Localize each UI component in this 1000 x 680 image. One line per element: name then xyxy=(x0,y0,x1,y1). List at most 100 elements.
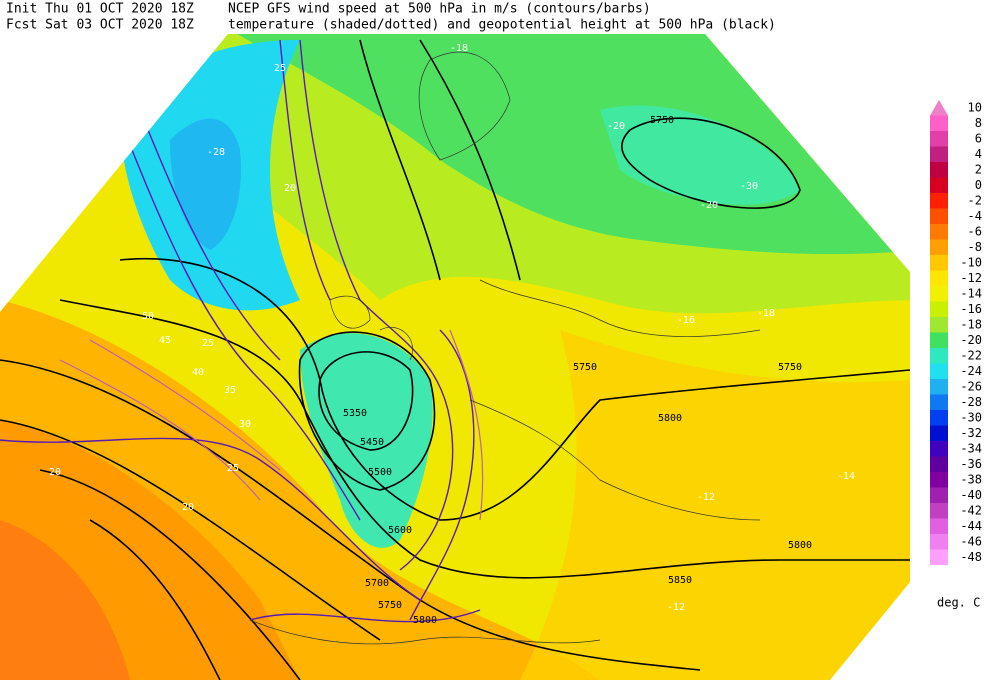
colorbar-label: -18 xyxy=(960,317,982,331)
temperature-label: -16 xyxy=(677,315,695,326)
colorbar-label: -6 xyxy=(968,224,982,238)
colorbar-label: -38 xyxy=(960,472,982,486)
map-field xyxy=(0,34,910,680)
colorbar-swatch xyxy=(930,131,948,147)
temperature-label: -28 xyxy=(207,147,225,158)
height-label: 5750 xyxy=(778,362,802,373)
colorbar-swatch xyxy=(930,255,948,271)
height-label: 5800 xyxy=(413,615,437,626)
colorbar-swatch xyxy=(930,534,948,550)
height-label: 5750 xyxy=(573,362,597,373)
colorbar-swatch xyxy=(930,549,948,565)
colorbar-label: -20 xyxy=(960,333,982,347)
colorbar-swatch xyxy=(930,224,948,240)
colorbar-swatch xyxy=(930,472,948,488)
colorbar-swatch xyxy=(930,286,948,302)
map-labels: 5750 5750 5750 5800 5800 5850 5350 5450 … xyxy=(49,43,855,626)
colorbar-label: 8 xyxy=(975,116,982,130)
forecast-time: Fcst Sat 03 OCT 2020 18Z xyxy=(6,18,194,33)
colorbar-swatch xyxy=(930,115,948,131)
colorbar-label: 10 xyxy=(968,100,982,114)
colorbar-swatch xyxy=(930,394,948,410)
temperature-label: -20 xyxy=(607,121,625,132)
colorbar-label: -48 xyxy=(960,550,982,564)
temperature-label: -12 xyxy=(667,602,685,613)
height-label: 5500 xyxy=(368,467,392,478)
colorbar-label: -14 xyxy=(960,286,982,300)
colorbar-label: 2 xyxy=(975,162,982,176)
height-label: 5750 xyxy=(650,115,674,126)
colorbar-label: -46 xyxy=(960,534,982,548)
colorbar-swatch xyxy=(930,162,948,178)
colorbar-swatch xyxy=(930,379,948,395)
colorbar-swatch xyxy=(930,177,948,193)
temperature-label: -12 xyxy=(697,492,715,503)
temperature-label: -14 xyxy=(837,471,855,482)
colorbar-swatch xyxy=(930,332,948,348)
colorbar-label: -40 xyxy=(960,488,982,502)
colorbar-swatch xyxy=(930,146,948,162)
speed-label: 35 xyxy=(224,385,236,396)
temperature-label: -18 xyxy=(757,308,775,319)
colorbar-label: -24 xyxy=(960,364,982,378)
colorbar-label: -12 xyxy=(960,271,982,285)
colorbar-label: -2 xyxy=(968,193,982,207)
height-label: 5800 xyxy=(658,413,682,424)
speed-label: 20 xyxy=(49,467,61,478)
colorbar-swatch xyxy=(930,503,948,519)
init-time: Init Thu 01 OCT 2020 18Z xyxy=(6,2,194,17)
height-label: 5750 xyxy=(378,600,402,611)
colorbar-label: -16 xyxy=(960,302,982,316)
colorbar-swatch xyxy=(930,239,948,255)
speed-label: 25 xyxy=(227,463,239,474)
colorbar-swatch xyxy=(930,518,948,534)
speed-label: 25 xyxy=(274,63,286,74)
title-line-1: NCEP GFS wind speed at 500 hPa in m/s (c… xyxy=(228,2,651,17)
height-label: 5350 xyxy=(343,408,367,419)
colorbar-label: -10 xyxy=(960,255,982,269)
colorbar-label: -30 xyxy=(960,410,982,424)
height-label: 5700 xyxy=(365,578,389,589)
speed-label: 20 xyxy=(182,502,194,513)
colorbar-swatch xyxy=(930,456,948,472)
speed-label: 45 xyxy=(159,335,171,346)
speed-label: 30 xyxy=(239,419,251,430)
temperature-label: -18 xyxy=(450,43,468,54)
colorbar-label: -34 xyxy=(960,441,982,455)
colorbar-swatch xyxy=(930,487,948,503)
height-label: 5800 xyxy=(788,540,812,551)
colorbar-swatch xyxy=(930,441,948,457)
colorbar-label: 6 xyxy=(975,131,982,145)
colorbar-label: -26 xyxy=(960,379,982,393)
speed-label: 50 xyxy=(142,311,154,322)
colorbar-swatch xyxy=(930,208,948,224)
colorbar-swatch xyxy=(930,270,948,286)
colorbar-swatch xyxy=(930,410,948,426)
temperature-label: -20 xyxy=(700,200,718,211)
colorbar-label: -44 xyxy=(960,519,982,533)
colorbar-swatch xyxy=(930,425,948,441)
colorbar-label: -28 xyxy=(960,395,982,409)
colorbar-swatch xyxy=(930,193,948,209)
title-line-2: temperature (shaded/dotted) and geopoten… xyxy=(228,18,776,33)
colorbar-label: -8 xyxy=(968,240,982,254)
colorbar-swatch xyxy=(930,317,948,333)
height-label: 5850 xyxy=(668,575,692,586)
colorbar-label: -22 xyxy=(960,348,982,362)
colorbar-label: -32 xyxy=(960,426,982,440)
colorbar-label: -36 xyxy=(960,457,982,471)
colorbar-swatch xyxy=(930,301,948,317)
colorbar-swatch xyxy=(930,363,948,379)
temperature-label: -30 xyxy=(740,181,758,192)
colorbar-label: -42 xyxy=(960,503,982,517)
height-label: 5600 xyxy=(388,525,412,536)
height-label: 5450 xyxy=(360,437,384,448)
colorbar-swatch xyxy=(930,348,948,364)
speed-label: 40 xyxy=(192,367,204,378)
colorbar-unit: deg. C xyxy=(937,596,980,610)
colorbar-arrow xyxy=(930,100,948,116)
colorbar-label: 4 xyxy=(975,147,982,161)
colorbar-label: -4 xyxy=(968,209,982,223)
